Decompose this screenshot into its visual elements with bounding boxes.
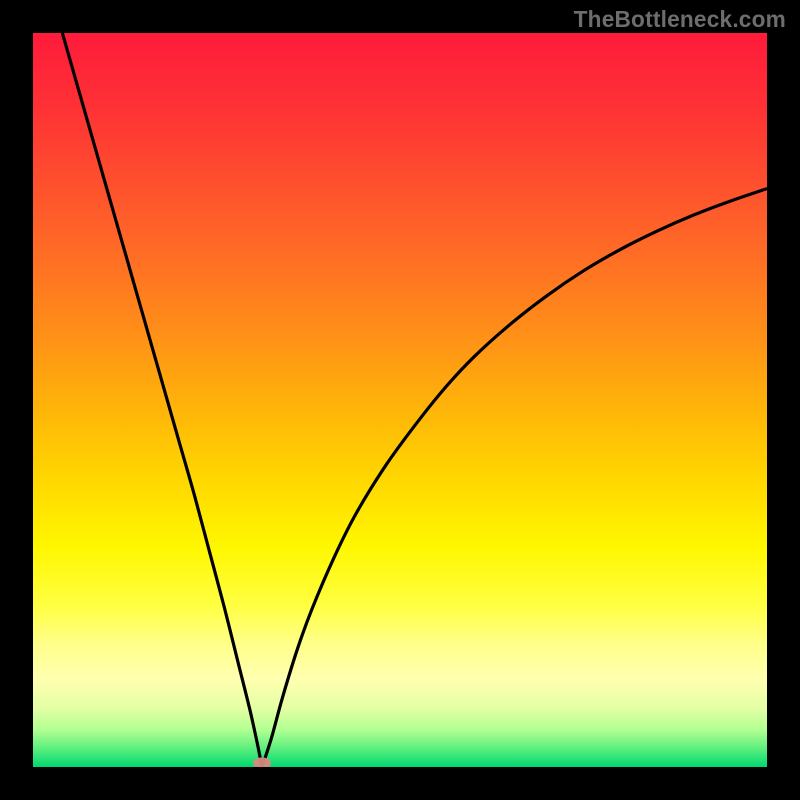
plot-background-gradient	[33, 33, 767, 767]
chart-canvas: TheBottleneck.com	[0, 0, 800, 800]
watermark-text: TheBottleneck.com	[574, 6, 786, 33]
bottleneck-chart	[0, 0, 800, 800]
